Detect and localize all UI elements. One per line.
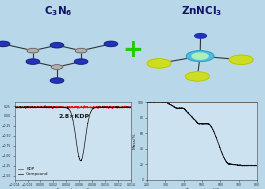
- Circle shape: [186, 72, 209, 81]
- Circle shape: [229, 55, 253, 64]
- Circle shape: [0, 41, 10, 46]
- Circle shape: [75, 48, 87, 53]
- KDP: [13, 106, 16, 108]
- Circle shape: [186, 51, 214, 62]
- X-axis label: Temperature/°C: Temperature/°C: [185, 188, 219, 189]
- Legend: KDP, Compound: KDP, Compound: [17, 166, 50, 177]
- Text: 2.8×KDP: 2.8×KDP: [59, 114, 90, 119]
- Compound: [130, 106, 133, 108]
- KDP: [81, 106, 84, 108]
- Compound: [20, 106, 23, 108]
- Circle shape: [51, 65, 63, 69]
- KDP: [20, 107, 23, 109]
- Circle shape: [147, 59, 171, 68]
- Circle shape: [50, 43, 64, 48]
- Line: Compound: Compound: [15, 106, 131, 161]
- Circle shape: [192, 53, 208, 59]
- KDP: [130, 106, 133, 108]
- Circle shape: [26, 59, 39, 64]
- Compound: [84, 137, 87, 139]
- KDP: [51, 108, 54, 110]
- Compound: [80, 160, 83, 162]
- Circle shape: [27, 48, 39, 53]
- X-axis label: Erase (second): Erase (second): [57, 188, 89, 189]
- Compound: [101, 106, 105, 108]
- KDP: [43, 104, 47, 107]
- Compound: [13, 106, 16, 108]
- KDP: [84, 107, 87, 109]
- Bar: [147, 102, 257, 103]
- Circle shape: [50, 78, 64, 83]
- Y-axis label: Mass/%: Mass/%: [132, 132, 136, 149]
- Line: KDP: KDP: [15, 105, 131, 109]
- Circle shape: [104, 41, 118, 46]
- Compound: [115, 105, 118, 108]
- Text: $\mathbf{ZnNCl_3}$: $\mathbf{ZnNCl_3}$: [181, 4, 222, 18]
- KDP: [87, 106, 91, 108]
- Compound: [81, 156, 84, 158]
- Compound: [113, 106, 117, 108]
- Circle shape: [195, 34, 206, 38]
- Circle shape: [74, 59, 88, 64]
- KDP: [102, 107, 105, 109]
- Compound: [87, 116, 91, 119]
- Text: $\mathbf{C_3N_6}$: $\mathbf{C_3N_6}$: [44, 4, 73, 18]
- Text: +: +: [122, 38, 143, 62]
- KDP: [114, 106, 117, 108]
